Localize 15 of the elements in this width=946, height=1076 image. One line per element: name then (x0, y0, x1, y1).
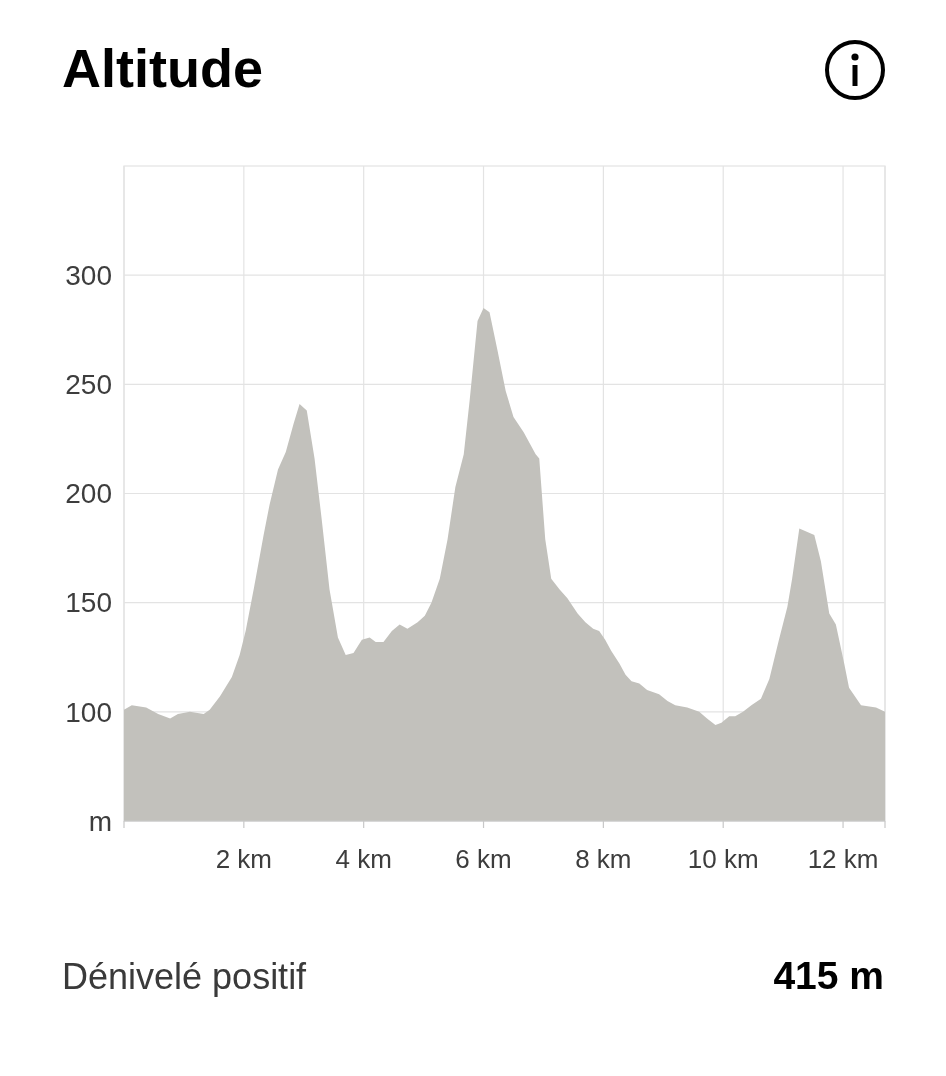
y-tick-label: 100 (65, 696, 112, 728)
x-tick-label: 12 km (807, 844, 879, 874)
y-tick-label: 300 (65, 259, 112, 291)
chart-title: Altitude (62, 38, 263, 98)
y-tick-label: 150 (65, 587, 112, 619)
y-tick-label: m (88, 805, 112, 837)
y-tick-label: 200 (65, 478, 112, 510)
x-tick-label: 2 km (215, 844, 273, 874)
x-tick-label: 8 km (575, 844, 632, 874)
y-tick-label: 250 (65, 369, 112, 401)
x-tick-label: 10 km (687, 844, 759, 874)
x-tick-label: 6 km (455, 844, 512, 874)
text: Dénivelé positif (62, 956, 308, 997)
text: 415 m (773, 954, 884, 997)
x-tick-label: 4 km (335, 844, 392, 874)
